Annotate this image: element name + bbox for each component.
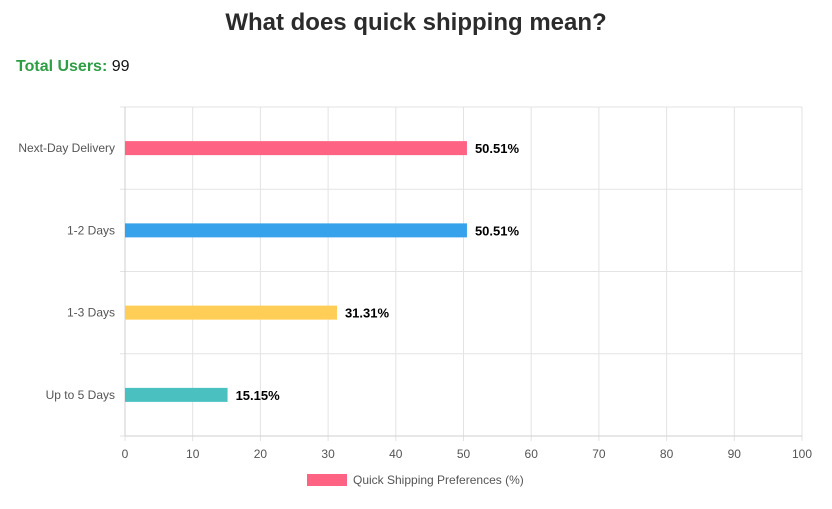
x-tick-label: 30 (321, 447, 335, 461)
x-tick-label: 10 (186, 447, 200, 461)
y-tick-label: 1-2 Days (67, 223, 115, 237)
y-tick-label: 1-3 Days (67, 306, 115, 320)
x-tick-label: 90 (728, 447, 742, 461)
bar[interactable] (125, 387, 228, 402)
bar[interactable] (125, 223, 467, 238)
x-tick-label: 60 (525, 447, 539, 461)
legend-label[interactable]: Quick Shipping Preferences (%) (353, 473, 524, 487)
x-tick-label: 0 (122, 447, 129, 461)
x-tick-label: 40 (389, 447, 403, 461)
data-label: 31.31% (345, 306, 390, 321)
y-tick-label: Next-Day Delivery (18, 141, 115, 155)
chart-title: What does quick shipping mean? (225, 9, 607, 36)
y-tick-label: Up to 5 Days (46, 388, 115, 402)
total-users-label: Total Users: (16, 58, 108, 75)
x-tick-label: 50 (457, 447, 471, 461)
bar[interactable] (125, 141, 467, 156)
legend-swatch[interactable] (307, 474, 347, 486)
total-users-value: 99 (111, 58, 130, 75)
x-tick-label: 80 (660, 447, 674, 461)
data-label: 15.15% (236, 388, 281, 403)
x-tick-label: 70 (592, 447, 606, 461)
total-users: Total Users: 99 (16, 58, 130, 76)
data-label: 50.51% (475, 141, 520, 156)
x-tick-label: 20 (254, 447, 268, 461)
x-tick-label: 100 (792, 447, 812, 461)
data-label: 50.51% (475, 223, 520, 238)
bar[interactable] (125, 305, 337, 320)
